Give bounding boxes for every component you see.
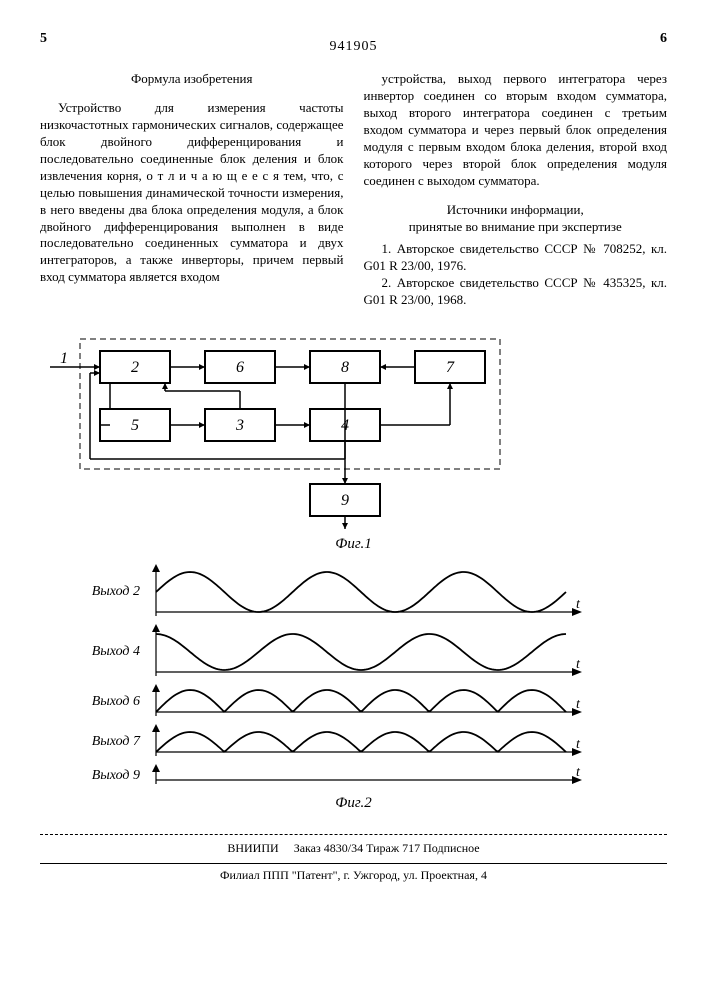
wave-row: Выход 2 t <box>70 564 637 620</box>
wave-row: Выход 6 t <box>70 684 637 720</box>
svg-text:6: 6 <box>236 359 244 376</box>
svg-text:9: 9 <box>341 492 349 509</box>
waveforms: Выход 2 t Выход 4 t Выход 6 t Выход 7 t Выход 9 t <box>40 564 667 788</box>
diagram-svg: 268753419 <box>40 329 520 529</box>
wave-label: Выход 2 <box>70 583 146 601</box>
ref-1: 1. Авторское свидетельство СССР № 708252… <box>364 241 668 275</box>
svg-text:7: 7 <box>446 359 455 376</box>
footer-org: ВНИИПИ <box>227 841 278 855</box>
footer-order: Заказ 4830/34 Тираж 717 Подписное <box>294 841 480 855</box>
svg-text:1: 1 <box>60 350 68 367</box>
svg-text:t: t <box>576 737 581 752</box>
wave-label: Выход 7 <box>70 733 146 751</box>
svg-text:t: t <box>576 657 581 672</box>
left-column: Формула изобретения Устройство для измер… <box>40 71 344 309</box>
svg-text:t: t <box>576 765 581 780</box>
wave-svg: t <box>146 764 586 788</box>
fig1-label: Фиг.1 <box>40 535 667 555</box>
footer: ВНИИПИ Заказ 4830/34 Тираж 717 Подписное… <box>40 834 667 883</box>
text-columns: Формула изобретения Устройство для измер… <box>40 71 667 309</box>
wave-label: Выход 4 <box>70 643 146 661</box>
wave-svg: t <box>146 564 586 620</box>
refs-title-text: Источники информации, принятые во вниман… <box>409 202 622 234</box>
wave-svg: t <box>146 624 586 680</box>
fig2-label: Фиг.2 <box>40 794 667 814</box>
footer-address: Филиал ППП "Патент", г. Ужгород, ул. Про… <box>40 863 667 884</box>
right-body: устройства, выход первого интегратора че… <box>364 71 668 189</box>
wave-row: Выход 7 t <box>70 724 637 760</box>
svg-text:2: 2 <box>131 359 139 376</box>
page-num-left: 5 <box>40 30 47 48</box>
svg-text:8: 8 <box>341 359 349 376</box>
wave-row: Выход 4 t <box>70 624 637 680</box>
doc-number: 941905 <box>40 38 667 56</box>
ref-2: 2. Авторское свидетельство СССР № 435325… <box>364 275 668 309</box>
wave-svg: t <box>146 724 586 760</box>
svg-text:5: 5 <box>131 417 139 434</box>
right-column: устройства, выход первого интегратора че… <box>364 71 668 309</box>
wave-row: Выход 9 t <box>70 764 637 788</box>
left-body: Устройство для измерения частоты низкоча… <box>40 100 344 286</box>
page-num-right: 6 <box>660 30 667 48</box>
block-diagram: 268753419 Фиг.1 <box>40 329 667 555</box>
wave-svg: t <box>146 684 586 720</box>
svg-text:3: 3 <box>235 417 244 434</box>
svg-text:t: t <box>576 597 581 612</box>
formula-title: Формула изобретения <box>40 71 344 88</box>
refs-title: Источники информации, принятые во вниман… <box>364 202 668 236</box>
wave-label: Выход 9 <box>70 767 146 785</box>
wave-label: Выход 6 <box>70 693 146 711</box>
svg-text:t: t <box>576 697 581 712</box>
